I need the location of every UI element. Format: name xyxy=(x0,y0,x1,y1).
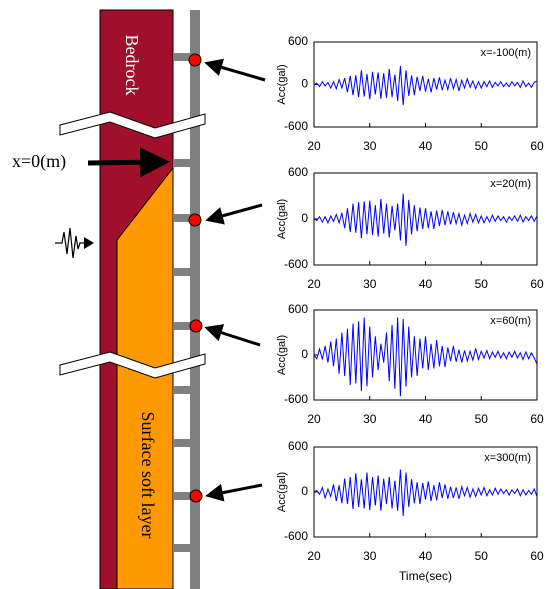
y-axis-label: Acc(gal) xyxy=(276,335,288,375)
y-tick-label: 0 xyxy=(301,347,308,361)
annotation: x=20(m) xyxy=(490,178,531,190)
break-mark xyxy=(59,111,206,139)
y-tick-label: -600 xyxy=(284,529,308,543)
y-axis-label: Acc(gal) xyxy=(276,199,288,239)
waveform xyxy=(313,193,538,246)
rung xyxy=(173,53,191,61)
y-tick-label: 0 xyxy=(301,211,308,225)
waveform xyxy=(313,317,538,397)
x-tick-label: 60 xyxy=(530,139,544,153)
x-tick-label: 40 xyxy=(419,412,433,426)
x-tick-label: 20 xyxy=(307,549,321,563)
waveform xyxy=(313,469,538,517)
rung xyxy=(173,268,191,276)
arrow xyxy=(204,324,261,347)
annotation: x=300(m) xyxy=(484,452,531,464)
y-tick-label: 600 xyxy=(288,165,308,179)
waveform xyxy=(313,66,538,106)
arrow xyxy=(205,483,263,502)
x-tick-label: 40 xyxy=(419,277,433,291)
x-axis-label: Time(sec) xyxy=(399,569,452,583)
y-tick-label: 600 xyxy=(288,34,308,48)
arrow xyxy=(204,58,266,82)
x-tick-label: 50 xyxy=(475,549,489,563)
annotation: x=60(m) xyxy=(490,315,531,327)
x-tick-label: 50 xyxy=(475,277,489,291)
seismic-icon xyxy=(84,237,94,249)
sensor xyxy=(189,489,203,503)
y-tick-label: 0 xyxy=(301,77,308,91)
rung xyxy=(173,159,191,167)
x-tick-label: 40 xyxy=(419,139,433,153)
sensor xyxy=(188,213,202,227)
x-tick-label: 20 xyxy=(307,412,321,426)
y-tick-label: 600 xyxy=(288,302,308,316)
rung xyxy=(173,492,191,500)
x-tick-label: 20 xyxy=(307,139,321,153)
y-tick-label: 600 xyxy=(288,439,308,453)
y-axis-label: Acc(gal) xyxy=(276,64,288,104)
x-tick-label: 60 xyxy=(530,412,544,426)
origin-label: x=0(m) xyxy=(12,151,66,172)
seismic-icon xyxy=(55,227,85,259)
x-tick-label: 20 xyxy=(307,277,321,291)
x-tick-label: 30 xyxy=(363,277,377,291)
annotation: x=-100(m) xyxy=(481,47,531,59)
y-tick-label: 0 xyxy=(301,484,308,498)
x-tick-label: 50 xyxy=(475,139,489,153)
rung xyxy=(173,322,191,330)
x-tick-label: 60 xyxy=(530,549,544,563)
y-tick-label: -600 xyxy=(284,257,308,271)
pole xyxy=(190,10,200,589)
y-tick-label: -600 xyxy=(284,119,308,133)
x-tick-label: 50 xyxy=(475,412,489,426)
x-tick-label: 30 xyxy=(363,549,377,563)
observation-line xyxy=(173,10,200,589)
soft-layer xyxy=(116,166,174,589)
sensor xyxy=(189,319,203,333)
break-mark xyxy=(59,351,206,379)
arrows xyxy=(87,58,266,502)
rung xyxy=(173,386,191,394)
x-tick-label: 40 xyxy=(419,549,433,563)
rung xyxy=(173,544,191,552)
arrow xyxy=(87,147,170,178)
y-axis-label: Acc(gal) xyxy=(276,472,288,512)
x-tick-label: 30 xyxy=(363,412,377,426)
rung xyxy=(173,439,191,447)
soft-layer-label: Surface soft layer xyxy=(138,412,158,539)
x-tick-label: 60 xyxy=(530,277,544,291)
y-tick-label: -600 xyxy=(284,392,308,406)
bedrock-label: Bedrock xyxy=(122,35,142,96)
arrow xyxy=(205,203,263,225)
sensor xyxy=(188,53,202,67)
rung xyxy=(173,214,191,222)
x-tick-label: 30 xyxy=(363,139,377,153)
